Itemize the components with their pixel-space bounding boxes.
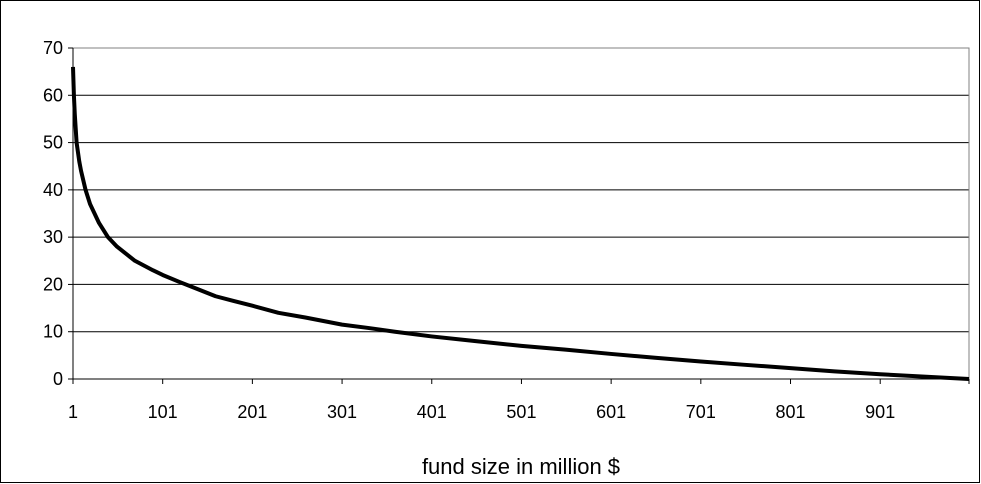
plot-area	[72, 47, 970, 380]
x-tick-label: 901	[865, 402, 895, 422]
y-tick-label: 30	[43, 227, 63, 247]
x-tick-label: 301	[327, 402, 357, 422]
y-tick-label: 10	[43, 322, 63, 342]
series-layer	[71, 66, 970, 381]
x-tick-label: 1	[68, 402, 78, 422]
y-tick-label: 60	[43, 85, 63, 105]
gridlines	[73, 47, 969, 380]
y-tick-label: 50	[43, 133, 63, 153]
x-axis-ticks: 1 101 201 301 401 501 601 701 801 901	[68, 378, 970, 422]
y-tick-label: 20	[43, 274, 63, 294]
y-axis-ticks: 0 10 20 30 40 50 60 70	[43, 38, 74, 389]
x-tick-label: 701	[686, 402, 716, 422]
y-tick-label: 0	[53, 369, 63, 389]
x-tick-label: 801	[775, 402, 805, 422]
y-tick-label: 40	[43, 180, 63, 200]
x-axis-title: fund size in million $	[422, 454, 620, 479]
series-line	[71, 66, 970, 381]
x-tick-label: 201	[237, 402, 267, 422]
x-tick-label: 101	[148, 402, 178, 422]
x-tick-label: 601	[596, 402, 626, 422]
y-tick-label: 70	[43, 38, 63, 58]
x-tick-label: 401	[417, 402, 447, 422]
x-tick-label: 501	[506, 402, 536, 422]
